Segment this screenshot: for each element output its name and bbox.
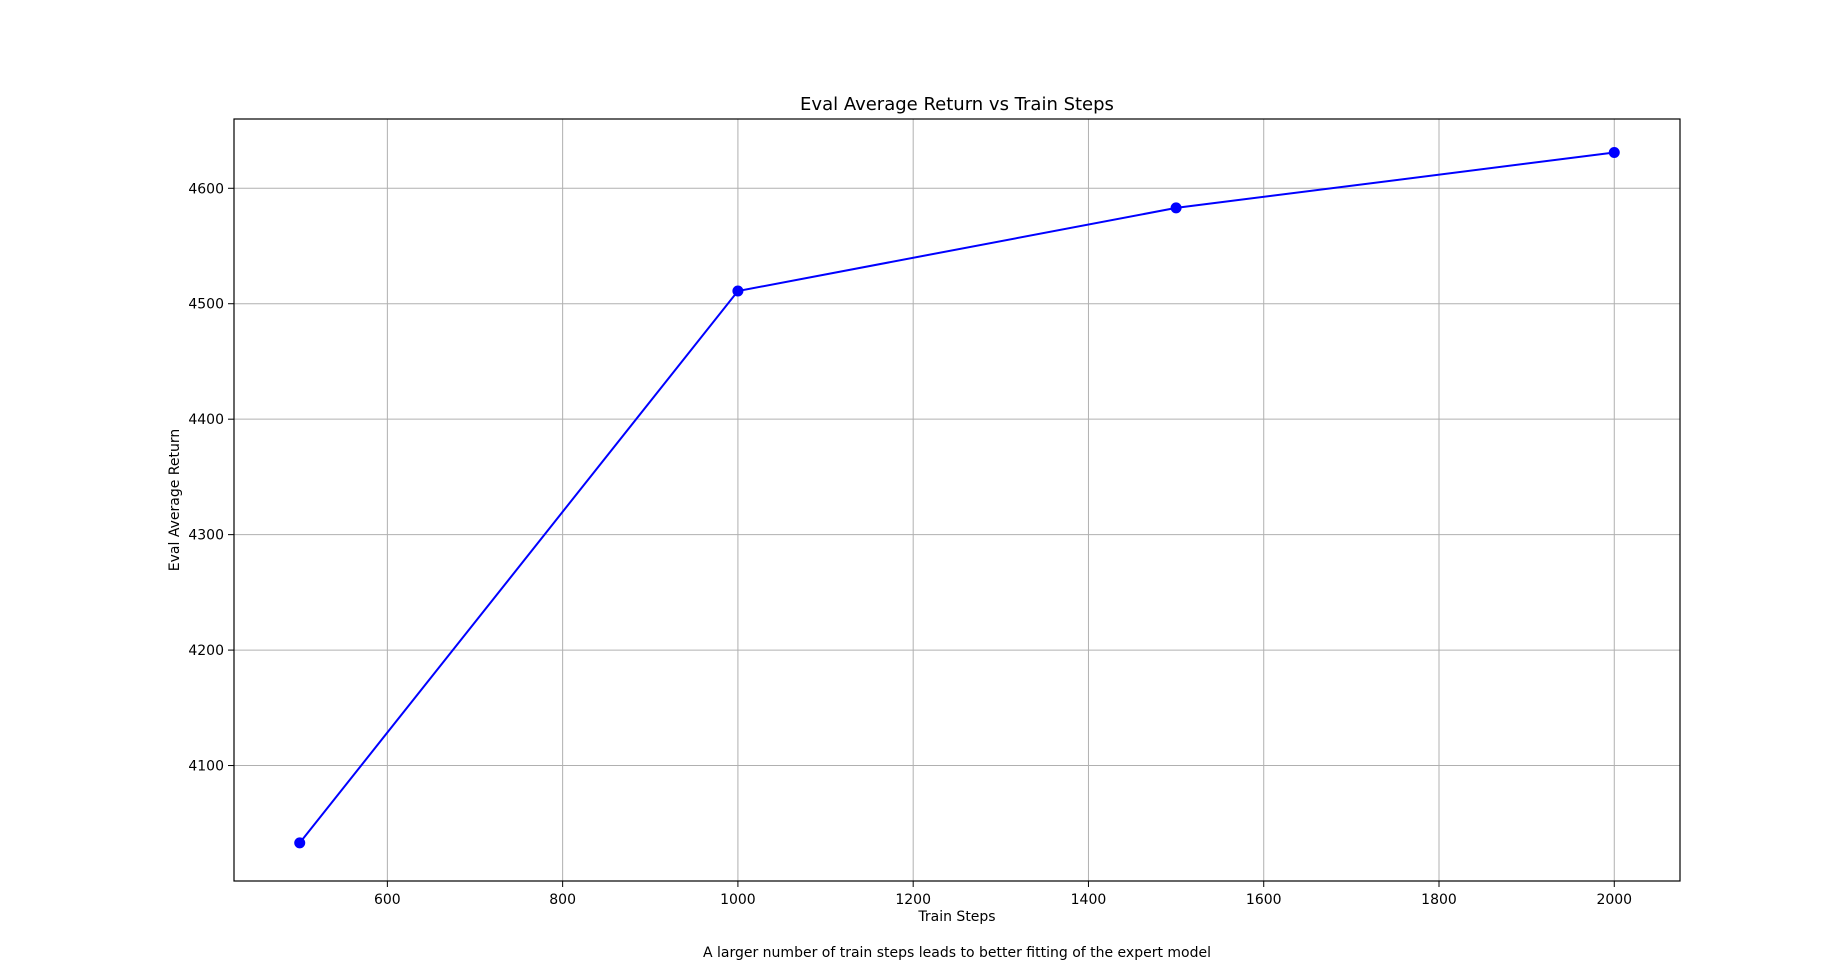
x-axis-label: Train Steps xyxy=(917,909,995,925)
series-layer xyxy=(294,146,1620,849)
y-tick-label: 4300 xyxy=(188,528,224,544)
plot-area-frame xyxy=(233,118,1681,882)
data-point xyxy=(1608,146,1620,158)
grid xyxy=(234,119,1680,881)
y-tick-label: 4200 xyxy=(188,643,224,659)
data-point xyxy=(294,837,306,849)
y-tick-label: 4100 xyxy=(188,759,224,775)
x-tick-label: 1000 xyxy=(720,892,756,908)
y-tick-label: 4500 xyxy=(188,297,224,313)
chart-caption: A larger number of train steps leads to … xyxy=(703,945,1211,961)
chart-title: Eval Average Return vs Train Steps xyxy=(800,94,1114,115)
x-tick-label: 800 xyxy=(549,892,576,908)
y-tick-label: 4600 xyxy=(188,181,224,197)
x-tick-label: 600 xyxy=(374,892,401,908)
x-tick-label: 1200 xyxy=(895,892,931,908)
x-tick-label: 1400 xyxy=(1071,892,1107,908)
data-point xyxy=(732,285,744,297)
x-tick-label: 2000 xyxy=(1596,892,1632,908)
x-tick-label: 1600 xyxy=(1246,892,1282,908)
data-point xyxy=(1170,202,1182,214)
y-tick-label: 4400 xyxy=(188,412,224,428)
axis-ticks: 600 800 1000 1200 1400 1600 1800 2000 4100 4200 43… xyxy=(188,181,1632,908)
series-line xyxy=(298,151,1615,844)
y-axis-label: Eval Average Return xyxy=(167,429,183,571)
x-tick-label: 1800 xyxy=(1421,892,1457,908)
